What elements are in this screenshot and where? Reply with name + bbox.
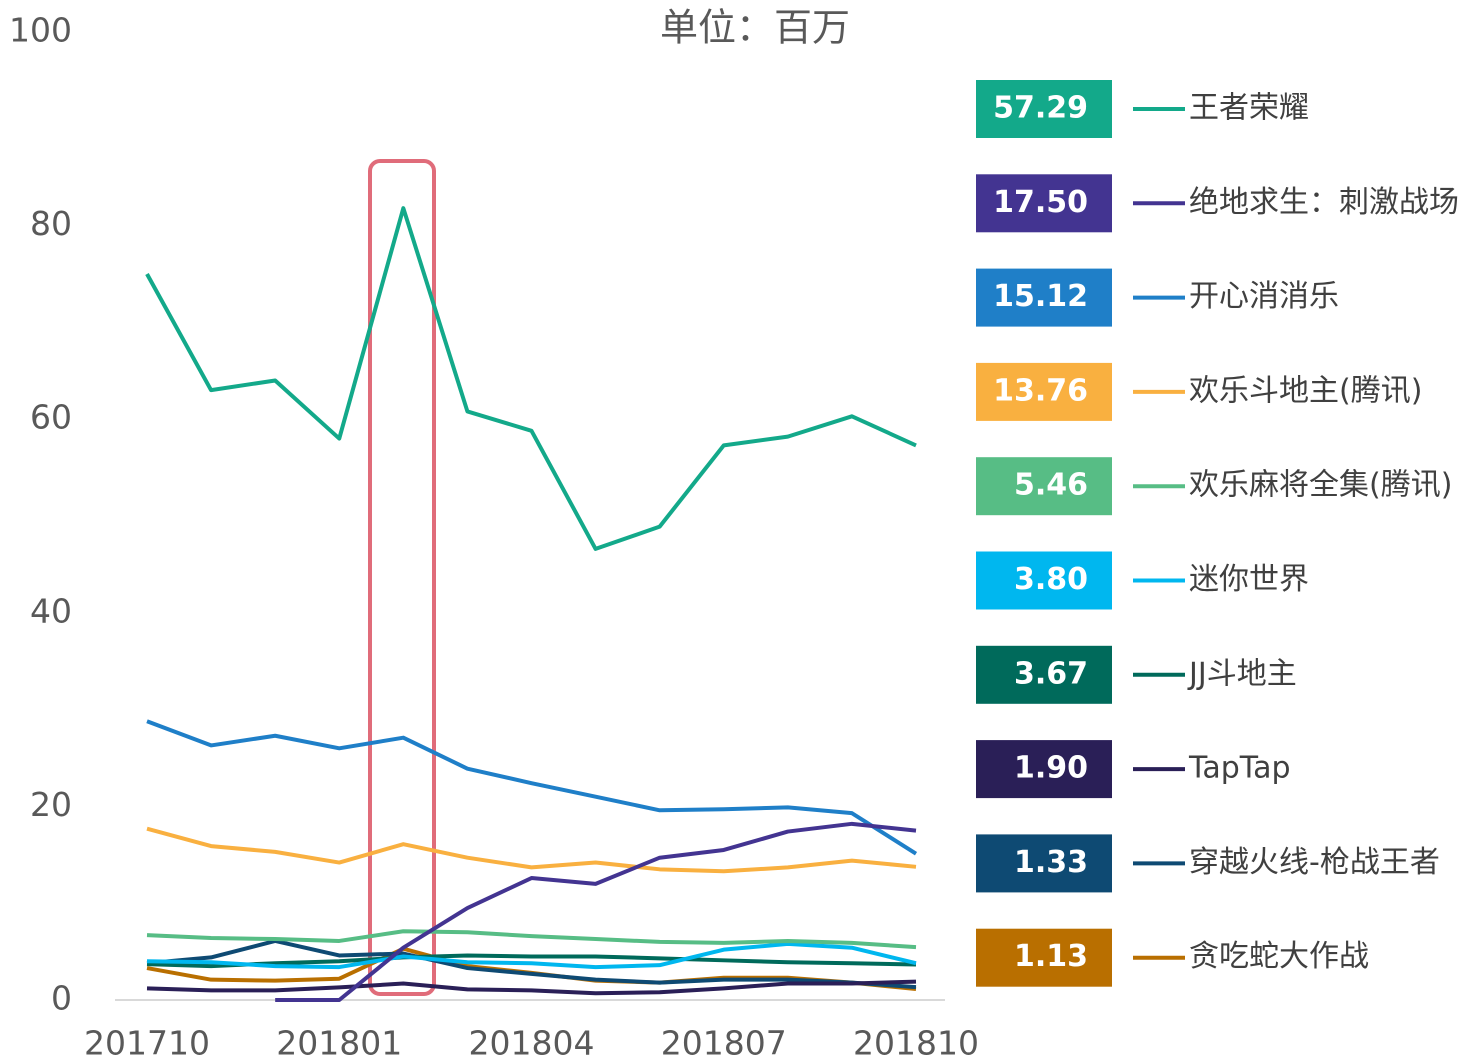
series-line: [146, 953, 917, 969]
legend-value-box: [976, 928, 1112, 987]
legend-value-box: [976, 645, 1112, 704]
legend-value: 3.67: [1014, 656, 1088, 691]
legend-value: 1.13: [1014, 939, 1088, 974]
legend-label: 贪吃蛇大作战: [1189, 939, 1369, 974]
x-tick-label: 201810: [853, 1024, 979, 1061]
series-line: [146, 719, 918, 856]
y-tick-label: 80: [30, 204, 72, 243]
series-line: [146, 929, 917, 950]
legend-label: TapTap: [1188, 751, 1291, 786]
chart-title: 单位：百万: [660, 6, 850, 50]
y-tick-label: 20: [30, 785, 72, 824]
legend-value-box: [976, 834, 1112, 893]
legend-value: 3.80: [1014, 562, 1088, 597]
legend-value: 15.12: [993, 279, 1088, 314]
y-tick-label: 60: [30, 398, 72, 437]
legend-label: 欢乐斗地主(腾讯): [1189, 373, 1422, 408]
legend-label: 穿越火线-枪战王者: [1189, 845, 1440, 880]
legend-label: 王者荣耀: [1189, 91, 1309, 126]
highlight-box: [368, 159, 436, 996]
x-tick-label: 201801: [276, 1024, 402, 1061]
series-line: [146, 826, 917, 874]
legend-value: 57.29: [993, 91, 1088, 126]
x-tick-label: 201807: [661, 1024, 787, 1061]
series-line: [146, 979, 917, 996]
legend-label: 绝地求生：刺激战场: [1189, 185, 1459, 220]
legend-label: 迷你世界: [1189, 562, 1309, 597]
legend-value: 1.90: [1014, 751, 1088, 786]
series-line: [275, 821, 917, 1002]
legend-label: JJ斗地主: [1187, 656, 1297, 691]
y-tick-label: 40: [30, 591, 72, 630]
legend-value-box: [976, 551, 1112, 610]
legend-value-box: [976, 457, 1112, 516]
legend-value: 17.50: [993, 185, 1088, 220]
series-line: [145, 206, 917, 551]
legend-value-box: [976, 362, 1112, 421]
y-tick-label: 100: [9, 11, 72, 50]
legend-value-box: [976, 174, 1112, 233]
legend-value-box: [976, 80, 1112, 138]
legend-label: 开心消消乐: [1189, 279, 1339, 314]
x-tick-label: 201710: [84, 1024, 210, 1061]
series-line: [146, 941, 917, 970]
legend-label: 欢乐麻将全集(腾讯): [1189, 468, 1452, 503]
legend-value-box: [976, 268, 1112, 327]
legend-value: 1.33: [1014, 845, 1088, 880]
x-tick-label: 201804: [469, 1024, 595, 1061]
y-tick-label: 0: [51, 979, 72, 1018]
legend-value-box: [976, 740, 1112, 799]
legend-value: 13.76: [993, 373, 1088, 408]
legend-value: 5.46: [1014, 468, 1088, 503]
